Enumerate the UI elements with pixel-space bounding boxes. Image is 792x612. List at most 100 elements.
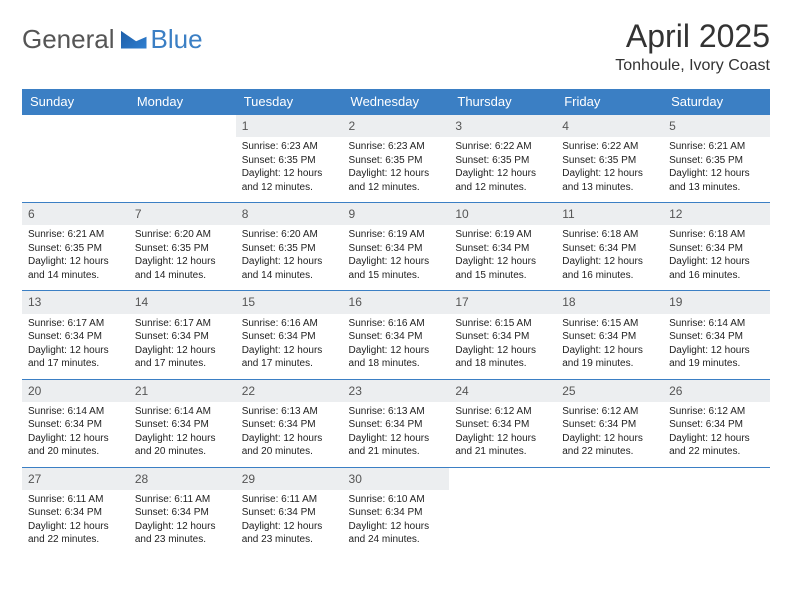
day-number: 6 (22, 203, 129, 225)
calendar-day-cell: 28Sunrise: 6:11 AMSunset: 6:34 PMDayligh… (129, 467, 236, 555)
calendar-day-cell: 1Sunrise: 6:23 AMSunset: 6:35 PMDaylight… (236, 115, 343, 203)
sunset-line: Sunset: 6:34 PM (135, 418, 230, 432)
calendar-day-cell: 13Sunrise: 6:17 AMSunset: 6:34 PMDayligh… (22, 291, 129, 379)
sunset-line: Sunset: 6:34 PM (242, 330, 337, 344)
sunrise-line: Sunrise: 6:11 AM (135, 493, 230, 507)
calendar-day-cell: 23Sunrise: 6:13 AMSunset: 6:34 PMDayligh… (343, 379, 450, 467)
brand-logo: General Blue (22, 18, 203, 55)
daylight-line: Daylight: 12 hours and 20 minutes. (242, 432, 337, 459)
sunrise-line: Sunrise: 6:14 AM (135, 405, 230, 419)
daylight-line: Daylight: 12 hours and 16 minutes. (562, 255, 657, 282)
calendar-day-cell: . (556, 467, 663, 555)
day-number: 23 (343, 380, 450, 402)
sunset-line: Sunset: 6:34 PM (562, 242, 657, 256)
sunset-line: Sunset: 6:34 PM (135, 330, 230, 344)
sunset-line: Sunset: 6:34 PM (455, 242, 550, 256)
sunrise-line: Sunrise: 6:22 AM (562, 140, 657, 154)
calendar-day-cell: 17Sunrise: 6:15 AMSunset: 6:34 PMDayligh… (449, 291, 556, 379)
brand-mark-icon (121, 31, 147, 49)
daylight-line: Daylight: 12 hours and 21 minutes. (455, 432, 550, 459)
calendar-day-cell: 27Sunrise: 6:11 AMSunset: 6:34 PMDayligh… (22, 467, 129, 555)
sunrise-line: Sunrise: 6:13 AM (242, 405, 337, 419)
sunrise-line: Sunrise: 6:19 AM (349, 228, 444, 242)
daylight-line: Daylight: 12 hours and 22 minutes. (562, 432, 657, 459)
calendar-day-cell: 8Sunrise: 6:20 AMSunset: 6:35 PMDaylight… (236, 203, 343, 291)
sunrise-line: Sunrise: 6:21 AM (669, 140, 764, 154)
sunrise-line: Sunrise: 6:17 AM (28, 317, 123, 331)
day-number: 1 (236, 115, 343, 137)
daylight-line: Daylight: 12 hours and 13 minutes. (562, 167, 657, 194)
day-number: 4 (556, 115, 663, 137)
daylight-line: Daylight: 12 hours and 12 minutes. (455, 167, 550, 194)
sunrise-line: Sunrise: 6:21 AM (28, 228, 123, 242)
day-number: 14 (129, 291, 236, 313)
day-number: 3 (449, 115, 556, 137)
sunrise-line: Sunrise: 6:11 AM (242, 493, 337, 507)
sunset-line: Sunset: 6:34 PM (28, 418, 123, 432)
day-number: 18 (556, 291, 663, 313)
calendar-day-cell: . (663, 467, 770, 555)
day-number: 21 (129, 380, 236, 402)
sunrise-line: Sunrise: 6:11 AM (28, 493, 123, 507)
day-number: 10 (449, 203, 556, 225)
sunrise-line: Sunrise: 6:14 AM (669, 317, 764, 331)
day-number: 15 (236, 291, 343, 313)
calendar-week-row: ..1Sunrise: 6:23 AMSunset: 6:35 PMDaylig… (22, 115, 770, 203)
daylight-line: Daylight: 12 hours and 20 minutes. (28, 432, 123, 459)
daylight-line: Daylight: 12 hours and 24 minutes. (349, 520, 444, 547)
daylight-line: Daylight: 12 hours and 19 minutes. (669, 344, 764, 371)
calendar-column-header: Saturday (663, 89, 770, 115)
daylight-line: Daylight: 12 hours and 15 minutes. (455, 255, 550, 282)
calendar-day-cell: 4 Sunrise: 6:22 AMSunset: 6:35 PMDaylight… (556, 115, 663, 203)
sunset-line: Sunset: 6:35 PM (28, 242, 123, 256)
sunset-line: Sunset: 6:34 PM (242, 418, 337, 432)
sunset-line: Sunset: 6:34 PM (242, 506, 337, 520)
sunset-line: Sunset: 6:35 PM (242, 242, 337, 256)
calendar-day-cell: 25Sunrise: 6:12 AMSunset: 6:34 PMDayligh… (556, 379, 663, 467)
sunset-line: Sunset: 6:34 PM (349, 506, 444, 520)
day-number: 11 (556, 203, 663, 225)
sunset-line: Sunset: 6:34 PM (669, 330, 764, 344)
sunset-line: Sunset: 6:34 PM (349, 330, 444, 344)
sunrise-line: Sunrise: 6:19 AM (455, 228, 550, 242)
day-number: 29 (236, 468, 343, 490)
calendar-day-cell: 18Sunrise: 6:15 AMSunset: 6:34 PMDayligh… (556, 291, 663, 379)
sunset-line: Sunset: 6:35 PM (562, 154, 657, 168)
daylight-line: Daylight: 12 hours and 14 minutes. (242, 255, 337, 282)
calendar-column-header: Sunday (22, 89, 129, 115)
daylight-line: Daylight: 12 hours and 15 minutes. (349, 255, 444, 282)
calendar-day-cell: . (449, 467, 556, 555)
sunrise-line: Sunrise: 6:18 AM (669, 228, 764, 242)
sunset-line: Sunset: 6:34 PM (455, 418, 550, 432)
brand-text-1: General (22, 24, 115, 55)
calendar-day-cell: 14Sunrise: 6:17 AMSunset: 6:34 PMDayligh… (129, 291, 236, 379)
day-number: 22 (236, 380, 343, 402)
sunset-line: Sunset: 6:35 PM (135, 242, 230, 256)
daylight-line: Daylight: 12 hours and 12 minutes. (349, 167, 444, 194)
brand-text-2: Blue (151, 24, 203, 55)
calendar-day-cell: 20Sunrise: 6:14 AMSunset: 6:34 PMDayligh… (22, 379, 129, 467)
day-number: 13 (22, 291, 129, 313)
sunrise-line: Sunrise: 6:14 AM (28, 405, 123, 419)
calendar-week-row: 13Sunrise: 6:17 AMSunset: 6:34 PMDayligh… (22, 291, 770, 379)
calendar-column-header: Tuesday (236, 89, 343, 115)
sunset-line: Sunset: 6:34 PM (28, 330, 123, 344)
day-number: 9 (343, 203, 450, 225)
sunrise-line: Sunrise: 6:16 AM (349, 317, 444, 331)
calendar-day-cell: 9Sunrise: 6:19 AMSunset: 6:34 PMDaylight… (343, 203, 450, 291)
page-subtitle: Tonhoule, Ivory Coast (615, 57, 770, 75)
calendar-day-cell: 21 Sunrise: 6:14 AMSunset: 6:34 PMDayligh… (129, 379, 236, 467)
calendar-header-row: SundayMondayTuesdayWednesdayThursdayFrid… (22, 89, 770, 115)
sunrise-line: Sunrise: 6:15 AM (455, 317, 550, 331)
sunset-line: Sunset: 6:34 PM (28, 506, 123, 520)
daylight-line: Daylight: 12 hours and 12 minutes. (242, 167, 337, 194)
calendar-day-cell: 3Sunrise: 6:22 AMSunset: 6:35 PMDaylight… (449, 115, 556, 203)
calendar-day-cell: 12Sunrise: 6:18 AMSunset: 6:34 PMDayligh… (663, 203, 770, 291)
calendar-table: SundayMondayTuesdayWednesdayThursdayFrid… (22, 89, 770, 555)
calendar-column-header: Monday (129, 89, 236, 115)
sunset-line: Sunset: 6:35 PM (669, 154, 764, 168)
day-number: 17 (449, 291, 556, 313)
calendar-day-cell: 7Sunrise: 6:20 AMSunset: 6:35 PMDaylight… (129, 203, 236, 291)
day-number: 28 (129, 468, 236, 490)
daylight-line: Daylight: 12 hours and 20 minutes. (135, 432, 230, 459)
